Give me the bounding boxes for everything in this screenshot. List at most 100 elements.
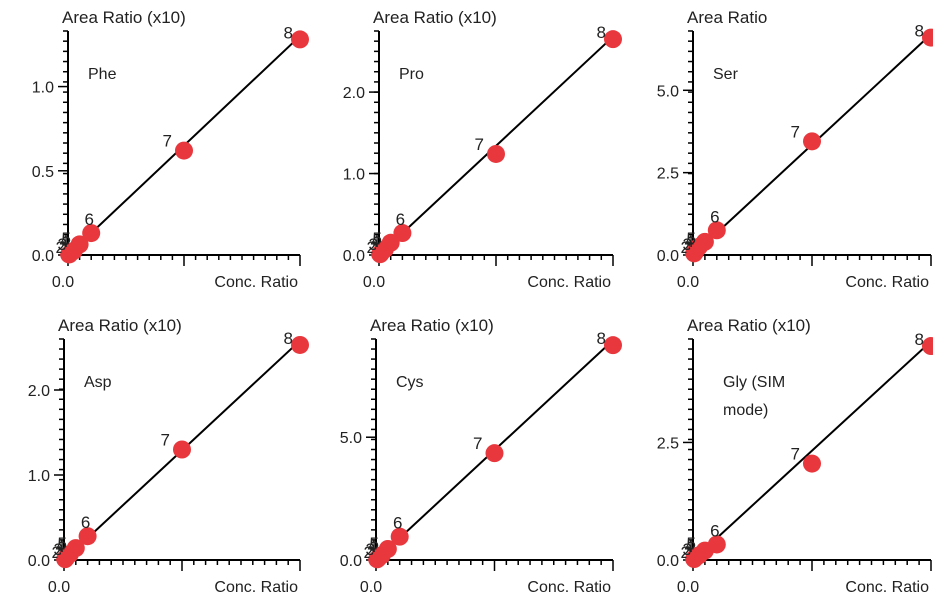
y-axis-label: Area Ratio (x10) (58, 316, 182, 335)
data-point-7 (487, 144, 505, 163)
data-point-label: 6 (393, 514, 402, 533)
data-point-8 (922, 337, 933, 356)
data-point-label: 7 (791, 122, 800, 141)
data-point-7 (803, 454, 821, 473)
data-point-7 (485, 444, 504, 463)
x-tick-label: 0.0 (52, 274, 74, 291)
data-point-label: 5 (370, 534, 379, 553)
chart-panel-1: 0.0 0.5 1.0 0.0 Area Ratio (x10) Conc. Ratio P… (32, 8, 309, 291)
compound-label: Ser (713, 66, 739, 83)
chart-panel-2: 0.0 1.0 2.0 0.0 Area Ratio (x10) Conc. Ratio P… (343, 8, 622, 291)
data-point-label: 4 (60, 232, 69, 251)
data-point-label: 8 (915, 22, 924, 41)
compound-label: Cys (396, 374, 424, 391)
data-point-7 (173, 440, 191, 459)
x-tick-label: 0.0 (677, 274, 699, 291)
compound-label: mode) (723, 402, 768, 419)
data-point-label: 5 (687, 534, 696, 553)
data-point-label: 7 (475, 135, 484, 154)
data-point-label: 5 (687, 229, 696, 248)
y-tick-label: 0.5 (32, 164, 54, 181)
data-point-label: 7 (161, 431, 170, 450)
data-point-label: 8 (284, 329, 293, 348)
y-axis-label: Area Ratio (687, 8, 767, 27)
y-tick-label: 0.0 (340, 553, 362, 570)
data-point-label: 3 (58, 235, 67, 254)
x-axis-label: Conc. Ratio (845, 274, 929, 291)
data-point-label: 2 (367, 238, 376, 257)
x-tick-label: 0.0 (360, 579, 382, 596)
data-point-label: 6 (710, 521, 719, 540)
y-axis-label: Area Ratio (x10) (373, 8, 497, 27)
data-point-label: 5 (58, 534, 67, 553)
data-point-label: 6 (84, 210, 93, 229)
data-point-label: 3 (54, 540, 63, 559)
data-point-8 (291, 335, 309, 354)
x-tick-label: 0.0 (363, 274, 385, 291)
y-axis-label: Area Ratio (x10) (370, 316, 494, 335)
y-tick-label: 5.0 (657, 83, 679, 100)
data-point-label: 2 (56, 238, 65, 257)
compound-label: Gly (SIM (723, 374, 785, 391)
data-point-label: 4 (685, 537, 694, 556)
data-point-label: 6 (81, 513, 90, 532)
data-point-6 (78, 527, 97, 546)
x-axis-label: Conc. Ratio (527, 579, 611, 596)
y-axis-label: Area Ratio (x10) (687, 316, 811, 335)
data-point-label: 6 (710, 207, 719, 226)
y-tick-label: 1.0 (343, 167, 365, 184)
data-point-5 (378, 539, 397, 558)
data-point-label: 7 (473, 434, 482, 453)
y-tick-label: 1.0 (28, 468, 50, 485)
x-axis-label: Conc. Ratio (845, 579, 929, 596)
x-tick-label: 0.0 (48, 579, 70, 596)
y-tick-label: 2.5 (657, 166, 679, 183)
data-point-label: 4 (685, 232, 694, 251)
data-point-label: 8 (597, 329, 606, 348)
data-point-label: 2 (681, 543, 690, 562)
y-tick-label: 2.0 (343, 85, 365, 102)
x-axis-label: Conc. Ratio (527, 274, 611, 291)
data-point-label: 8 (915, 330, 924, 349)
data-point-label: 8 (284, 23, 293, 42)
data-point-label: 5 (373, 229, 382, 248)
data-point-label: 5 (62, 229, 71, 248)
compound-label: Asp (84, 374, 112, 391)
y-tick-label: 0.0 (28, 553, 50, 570)
chart-panel-6: 0.0 2.5 0.0 Area Ratio (x10) Conc. Ratio Gly … (657, 316, 933, 596)
data-point-5 (70, 235, 89, 254)
y-tick-label: 0.0 (32, 248, 54, 265)
data-point-6 (82, 224, 101, 243)
data-point-label: 4 (56, 537, 65, 556)
y-tick-label: 0.0 (343, 248, 365, 265)
chart-panel-3: 0.0 2.5 5.0 0.0 Area Ratio Conc. Ratio Ser 2345… (657, 8, 933, 291)
data-point-7 (803, 132, 821, 151)
data-point-6 (707, 535, 726, 554)
data-point-8 (604, 30, 622, 49)
data-point-8 (922, 28, 933, 47)
data-point-6 (707, 221, 726, 240)
compound-label: Phe (88, 66, 117, 83)
x-axis-label: Conc. Ratio (214, 274, 298, 291)
x-axis-label: Conc. Ratio (214, 579, 298, 596)
data-point-5 (66, 539, 85, 558)
data-point-label: 2 (52, 543, 61, 562)
data-point-label: 6 (396, 210, 405, 229)
fit-line (692, 340, 932, 561)
data-point-8 (291, 30, 309, 49)
y-tick-label: 5.0 (340, 430, 362, 447)
data-point-7 (175, 141, 193, 160)
data-point-label: 7 (163, 132, 172, 151)
y-tick-label: 2.5 (657, 435, 679, 452)
y-tick-label: 0.0 (657, 248, 679, 265)
data-point-6 (390, 527, 409, 546)
data-point-label: 8 (597, 23, 606, 42)
data-point-label: 3 (369, 235, 378, 254)
y-axis-label: Area Ratio (x10) (62, 8, 186, 27)
data-point-label: 3 (683, 540, 692, 559)
y-tick-label: 2.0 (28, 383, 50, 400)
y-tick-label: 0.0 (657, 553, 679, 570)
data-point-label: 2 (364, 543, 373, 562)
data-point-label: 2 (681, 238, 690, 257)
